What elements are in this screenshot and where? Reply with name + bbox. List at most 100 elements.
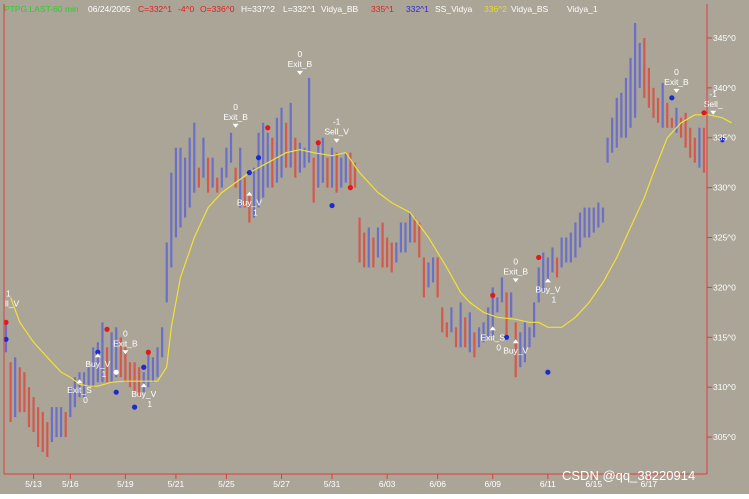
header-change: -4^0 (178, 4, 195, 14)
signal-exit-b-2-value: 0 (233, 102, 238, 112)
signal-exit-b-3-label: Exit_B (288, 59, 313, 69)
y-tick-label-2: 335^0 (713, 133, 736, 143)
signal-sell-v-2-label: Sell_ (704, 99, 723, 109)
y-tick-label-3: 330^0 (713, 183, 736, 193)
signal-exit-b-5-arrow-icon (673, 88, 680, 93)
signal-marker-9 (255, 155, 262, 161)
header-vidya-bb-value: 335^1 (371, 4, 394, 14)
signal-sell-v-1-arrow-icon (333, 138, 340, 143)
header-ss-vidya-label: SS_Vidya (435, 4, 472, 14)
signal-marker-7 (131, 404, 138, 410)
header-vidya-bb-label: Vidya_BB (321, 4, 359, 14)
signal-marker-11 (246, 170, 252, 176)
y-tick-label-6: 315^0 (713, 332, 736, 342)
header-date: 06/24/2005 (88, 4, 131, 14)
x-tick-label-11: 6/15 (586, 479, 603, 489)
signal-buy-v-5-arrow-icon (544, 278, 551, 283)
signal-buy-v-3: Buy_V1 (237, 191, 262, 218)
signal-exit-s-1: Exit_S0 (67, 379, 92, 405)
x-tick-label-8: 6/06 (429, 479, 446, 489)
signal-exit-s-2-value: 0 (496, 342, 501, 352)
signal-buy-v-3-arrow-icon (246, 191, 253, 196)
signal-marker-14 (347, 185, 354, 191)
x-tick-label-2: 5/19 (117, 479, 134, 489)
x-tick-label-12: 6/17 (641, 479, 658, 489)
x-axis: 5/13 5/16 5/19 5/21 5/25 5/27 5/31 6/03 6/06 6/09… (25, 474, 657, 489)
signal-marker-18 (536, 254, 542, 261)
signal-marker-13 (329, 202, 335, 209)
signal-buy-v-4-arrow-icon (512, 339, 519, 344)
signal-marker-10 (265, 125, 271, 131)
signal-buy-v-5: Buy_V1 (535, 278, 561, 304)
signal-exit-b-2-arrow-icon (232, 123, 239, 128)
signal-buy-v-2-arrow-icon (140, 383, 147, 388)
header-ss-vidya-value: 332^1 (406, 4, 429, 14)
x-tick-label-5: 5/27 (273, 479, 290, 489)
signal-sell-v-1-label: Sell_V (324, 127, 349, 137)
signal-buy-v-1: Buy_V1 (85, 353, 111, 379)
header-vidya-1-label: Vidya_1 (567, 4, 598, 14)
x-tick-label-1: 5/16 (62, 479, 79, 489)
signal-marker-2 (104, 326, 110, 332)
signal-exit-b-4-arrow-icon (512, 278, 519, 283)
y-tick-label-0: 345^0 (713, 33, 736, 43)
signal-exit-s-1-value: 0 (83, 395, 88, 405)
signal-sell-v-left: 1ll_V (5, 288, 20, 308)
signal-buy-v-4-label: Buy_V (503, 345, 528, 355)
header-readout: PTPG.LAST-60 min 06/24/2005 C=332^1 -4^0… (4, 4, 598, 14)
vidya-line (10, 114, 732, 387)
signal-marker-19 (669, 95, 675, 101)
signal-marker-3 (95, 349, 101, 355)
signal-buy-v-5-label: Buy_V (535, 284, 560, 294)
y-tick-label-5: 320^0 (713, 282, 736, 292)
signal-exit-b-1-arrow-icon (122, 350, 129, 355)
signal-marker-1 (3, 336, 9, 342)
signal-exit-b-5-label: Exit_B (664, 77, 689, 87)
signal-buy-v-1-arrow-icon (94, 353, 101, 358)
signal-marker-15 (490, 292, 496, 298)
header-vidya-bs-value: 336^2 (484, 4, 507, 14)
signal-exit-b-1-value: 0 (123, 328, 128, 338)
signal-exit-b-3-value: 0 (298, 49, 303, 59)
signal-exit-s-1-arrow-icon (76, 379, 83, 384)
signal-exit-b-2-label: Exit_B (223, 112, 248, 122)
signal-exit-b-4-label: Exit_B (503, 266, 528, 276)
header-close: C=332^1 (138, 4, 172, 14)
signal-marker-16 (503, 334, 510, 340)
signal-marker-8 (141, 364, 147, 370)
x-tick-label-9: 6/09 (484, 479, 501, 489)
signal-exit-s-2-arrow-icon (489, 326, 496, 331)
signal-buy-v-5-value: 1 (552, 294, 557, 304)
signal-exit-s-2: Exit_S0 (480, 326, 505, 352)
signal-buy-v-2: Buy_V1 (131, 383, 157, 409)
header-open: O=336^0 (200, 4, 235, 14)
header-symbol: PTPG.LAST-60 min (4, 4, 79, 14)
signal-exit-b-3-arrow-icon (296, 70, 303, 75)
signal-marker-21 (719, 137, 725, 143)
signal-marker-12 (315, 140, 321, 146)
x-tick-label-6: 5/31 (324, 479, 341, 489)
signal-sell-v-2-value: -1 (709, 89, 717, 99)
header-vidya-bs-label: Vidya_BS (511, 4, 549, 14)
x-tick-label-10: 6/11 (540, 479, 556, 489)
y-tick-label-1: 340^0 (713, 83, 736, 93)
x-tick-label-7: 6/03 (379, 479, 396, 489)
signal-exit-s-2-label: Exit_S (480, 332, 505, 342)
y-axis: 345^0 340^0 335^0 330^0 325^0 320^0 315^0 310^0… (707, 33, 736, 442)
signal-marker-4 (113, 389, 119, 395)
y-tick-label-7: 310^0 (713, 382, 736, 392)
signal-marker-17 (545, 369, 551, 375)
signal-sell-v-left-value: 1 (6, 288, 11, 298)
y-tick-label-8: 305^0 (713, 432, 736, 442)
signal-buy-v-2-label: Buy_V (131, 389, 156, 399)
signal-exit-b-5-value: 0 (674, 67, 679, 77)
x-tick-label-3: 5/21 (168, 479, 185, 489)
